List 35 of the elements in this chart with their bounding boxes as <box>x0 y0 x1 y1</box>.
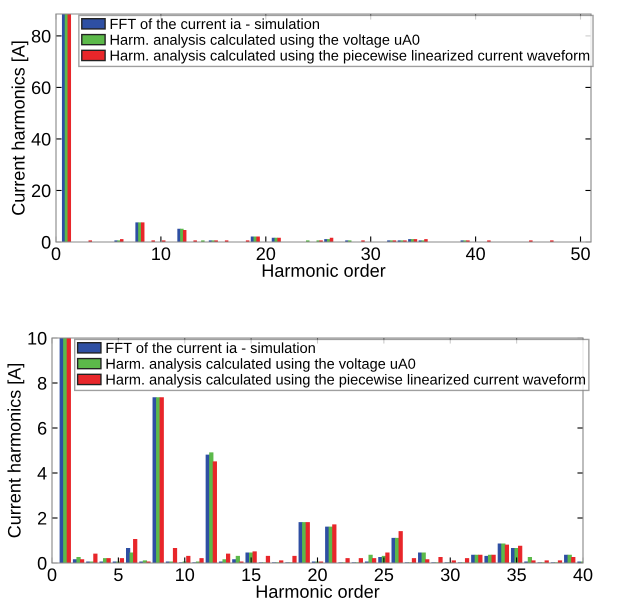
y-tick-label: 20 <box>32 184 50 198</box>
x-tick-label: 25 <box>374 568 394 582</box>
x-tick-label: 10 <box>176 568 194 582</box>
x-tick-label: 5 <box>114 568 123 582</box>
x-tick-label: 20 <box>256 247 276 260</box>
y-tick-label: 2 <box>38 512 46 525</box>
x-tick-label: 0 <box>52 247 60 260</box>
legend-label: Harm. analysis calculated using the piecewise linearized current waveform <box>110 50 590 64</box>
x-axis-title: Harmonic order <box>256 584 380 598</box>
y-tick-label: 0 <box>42 236 50 249</box>
y-axis-title: Current harmonics [A] <box>11 41 28 215</box>
x-tick-label: 35 <box>507 568 526 582</box>
y-tick-label: 80 <box>32 30 50 43</box>
y-tick-label: 6 <box>38 422 46 435</box>
y-tick-label: 60 <box>32 81 50 94</box>
x-tick-label: 40 <box>466 247 485 260</box>
x-tick-label: 30 <box>440 568 460 582</box>
y-tick-label: 4 <box>38 467 47 480</box>
x-tick-label: 30 <box>361 247 380 260</box>
x-tick-label: 20 <box>308 568 327 582</box>
y-tick-label: 0 <box>38 556 46 570</box>
x-tick-label: 15 <box>242 568 260 582</box>
x-tick-label: 50 <box>571 247 590 260</box>
y-axis-title: Current harmonics [A] <box>7 364 24 538</box>
legend-label: Harm. analysis calculated using the piecewise linearized current waveform <box>106 374 586 388</box>
y-tick-label: 40 <box>31 132 50 146</box>
x-tick-label: 40 <box>573 568 592 582</box>
x-axis-title: Harmonic order <box>262 264 386 277</box>
legend-label: Harm. analysis calculated using the voltage uA0 <box>110 34 420 48</box>
legend-label: FFT of the current ia - simulation <box>110 18 319 30</box>
y-tick-label: 8 <box>38 376 46 390</box>
y-tick-label: 10 <box>28 332 46 345</box>
x-tick-label: 10 <box>152 247 170 260</box>
legend-label: Harm. analysis calculated using the voltage uA0 <box>106 358 416 372</box>
legend-label: FFT of the current ia - simulation <box>106 342 315 354</box>
